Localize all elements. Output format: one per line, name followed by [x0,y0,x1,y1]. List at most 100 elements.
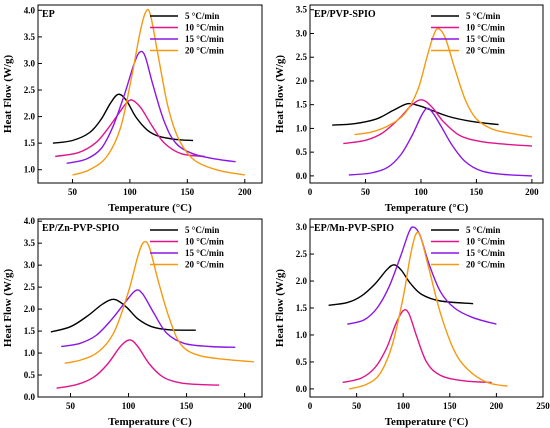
x-tick-label: 0 [308,187,313,197]
x-tick-label: 150 [180,401,194,411]
y-tick-label: 3.0 [296,28,308,38]
y-tick-label: 2.0 [24,304,36,314]
y-tick-label: 1.0 [296,123,308,133]
series-line-1 [332,102,499,126]
y-tick-label: 2.5 [24,282,36,292]
series-line-2 [55,99,205,158]
y-tick-label: 1.5 [296,303,308,313]
x-axis-label: Temperature (°C) [108,416,192,428]
series-line-1 [328,264,474,306]
y-tick-label: 3.5 [24,238,36,248]
y-tick-label: 0.5 [296,357,308,367]
y-tick-label: 3.5 [24,32,36,42]
y-tick-label: 2.0 [24,112,36,122]
series-line-4 [354,27,533,138]
y-tick-label: 3.0 [24,58,36,68]
plot-frame [309,4,544,184]
legend-entry: 20 °C/min [466,46,505,56]
chart-panel-2: 0 50 100 150 200 0.0 0.5 1.0 1.5 2.0 2.5 3.0 3.5 Temp… [274,4,544,214]
y-tick-label: 1.0 [24,165,36,175]
y-tick-label: 1.0 [24,348,36,358]
legend-entry: 10 °C/min [466,23,505,33]
x-tick-label: 250 [536,401,550,411]
legend-entry: 5 °C/min [466,11,500,21]
y-axis-label: Heat Flow (W/g) [2,55,14,134]
chart-panel-1: 50 100 150 200 1.0 1.5 2.0 2.5 3.0 3.5 4.0 Temperat… [2,4,263,214]
x-axis-label: Temperature (°C) [385,416,469,428]
plot-frame [37,218,263,398]
x-tick-label: 50 [66,401,76,411]
y-tick-label: 2.0 [296,76,308,86]
legend-entry: 15 °C/min [185,248,224,258]
x-tick-label: 100 [122,401,136,411]
y-tick-label: 2.5 [296,249,308,259]
y-tick-label: 3.5 [296,5,308,15]
x-axis-label: Temperature (°C) [385,202,469,214]
x-tick-label: 150 [470,187,484,197]
y-tick-label: 2.0 [296,276,308,286]
x-tick-label: 50 [352,401,362,411]
y-tick-label: 3.0 [296,222,308,232]
panel-label: EP [42,9,55,20]
y-tick-label: 1.0 [296,330,308,340]
x-tick-label: 150 [443,401,457,411]
legend-entry: 10 °C/min [466,237,505,247]
legend-entry: 5 °C/min [466,225,500,235]
legend-entry: 15 °C/min [466,248,505,258]
x-tick-label: 100 [396,401,410,411]
panel-label: EP/Zn-PVP-SPIO [42,223,119,234]
x-tick-label: 200 [490,401,504,411]
legend-entry: 5 °C/min [185,11,219,21]
y-tick-label: 1.5 [296,100,308,110]
y-tick-label: 2.5 [24,85,36,95]
x-tick-label: 50 [361,187,371,197]
y-axis-label: Heat Flow (W/g) [274,269,286,348]
y-tick-label: 0.0 [296,384,308,394]
series-line-4 [64,240,254,364]
chart-panel-4: 0 50 100 150 200 250 0.0 0.5 1.0 1.5 2.0 2.5 3.0 Temp… [274,218,550,428]
x-tick-label: 200 [238,187,252,197]
x-tick-label: 200 [238,401,252,411]
series-line-2 [342,308,492,384]
y-tick-label: 0.0 [296,171,308,181]
x-tick-label: 200 [525,187,539,197]
legend-entry: 10 °C/min [185,23,224,33]
legend-entry: 20 °C/min [185,46,224,56]
x-axis-label: Temperature (°C) [108,202,192,214]
x-tick-label: 50 [68,187,78,197]
series-line-4 [348,231,508,390]
y-tick-label: 1.5 [24,326,36,336]
x-tick-label: 0 [308,401,313,411]
legend-entry: 20 °C/min [185,260,224,270]
x-tick-label: 150 [181,187,195,197]
chart-panel-3: 50 100 150 200 0.0 0.5 1.0 1.5 2.0 2.5 3.0 3.5 4.0 Te… [2,216,263,428]
y-tick-label: 0.0 [24,392,36,402]
series-line-2 [343,99,532,147]
series-line-4 [72,8,245,176]
series-line-1 [52,93,194,144]
legend-entry: 5 °C/min [185,225,219,235]
legend-entry: 10 °C/min [185,237,224,247]
panel-label: EP/Mn-PVP-SPIO [314,223,394,234]
y-tick-label: 3.0 [24,260,36,270]
series-line-2 [56,339,220,389]
series-line-3 [66,50,236,164]
series-line-3 [61,289,236,348]
y-tick-label: 0.5 [296,147,308,157]
legend-entry: 20 °C/min [466,260,505,270]
series-line-3 [348,107,532,177]
plot-frame [309,218,544,398]
y-tick-label: 0.5 [24,370,36,380]
legend-entry: 15 °C/min [185,34,224,44]
legend-entry: 15 °C/min [466,34,505,44]
y-axis-label: Heat Flow (W/g) [274,55,286,134]
panel-label: EP/PVP-SPIO [314,9,376,20]
series-line-1 [50,298,196,333]
y-tick-label: 4.0 [24,216,36,226]
series-line-3 [347,226,497,325]
y-tick-label: 1.5 [24,138,36,148]
y-axis-label: Heat Flow (W/g) [2,269,14,348]
plot-frame [37,4,263,184]
y-tick-label: 4.0 [24,5,36,15]
